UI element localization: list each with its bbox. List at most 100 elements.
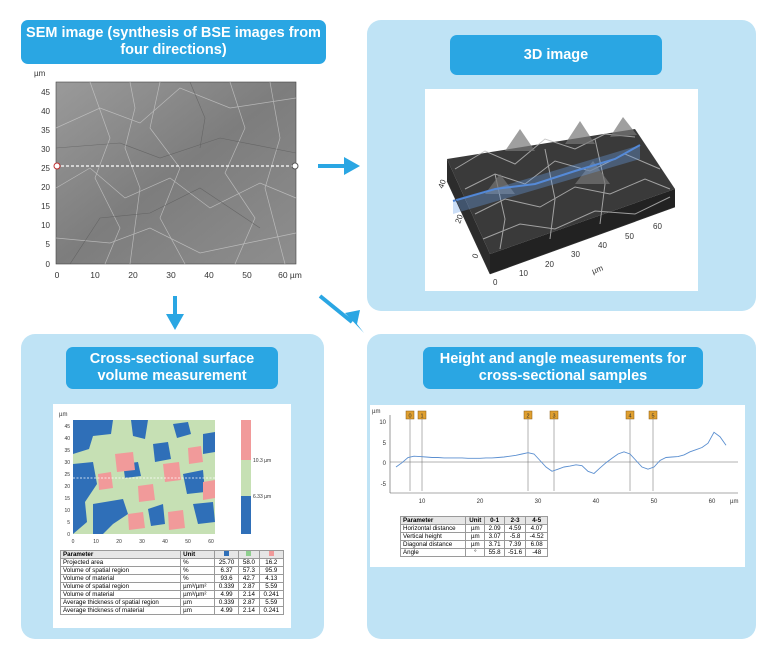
cell: Vertical height bbox=[399, 532, 467, 541]
sem-x-tick: 40 bbox=[204, 270, 214, 280]
height-x-tick: 60 bbox=[709, 499, 716, 505]
volume-th-green bbox=[238, 550, 260, 559]
title-3d: 3D image bbox=[450, 35, 662, 75]
marker-4: 4 bbox=[625, 410, 635, 491]
height-th: Unit bbox=[465, 516, 486, 525]
cell: 95.9 bbox=[258, 566, 285, 575]
cell: 0.339 bbox=[213, 598, 240, 607]
table-row: Projected area% 25.70 58.0 16.2 bbox=[59, 558, 285, 567]
height-chart: µm 10 5 0 -5 10 20 30 40 50 60 µm 0 1 2 … bbox=[372, 409, 738, 505]
marker-2: 2 bbox=[523, 410, 533, 491]
cell: µm bbox=[465, 532, 486, 541]
cell: 16.2 bbox=[258, 558, 285, 567]
axis-3d-tick: 50 bbox=[625, 232, 634, 241]
volume-th-pink bbox=[258, 550, 285, 559]
cell: µm³/µm² bbox=[180, 582, 215, 591]
scale-label-lower: 6.33 µm bbox=[253, 494, 271, 500]
volume-x-tick: 50 bbox=[185, 539, 191, 545]
section-plane-fill bbox=[453, 145, 640, 214]
volume-th-parameter: Parameter bbox=[59, 550, 182, 559]
cell: % bbox=[180, 574, 215, 583]
sem-y-tick: 5 bbox=[46, 240, 51, 249]
volume-frame: µm 45 40 35 bbox=[53, 404, 291, 628]
height-markers: 0 1 2 3 4 5 bbox=[405, 410, 658, 491]
table-row: Diagonal distance µm 3.71 7.39 6.08 bbox=[399, 540, 548, 549]
cell: 6.37 bbox=[213, 566, 240, 575]
cell: µm³/µm² bbox=[180, 590, 215, 599]
cell: µm bbox=[465, 524, 486, 533]
sem-x-tick: 0 bbox=[55, 270, 60, 280]
height-y-tick: 0 bbox=[383, 461, 387, 467]
arrow-to-height-head bbox=[345, 310, 364, 333]
axis-3d-tick: 20 bbox=[545, 260, 554, 269]
scale-bar-pink bbox=[241, 420, 251, 460]
cell: Projected area bbox=[59, 558, 182, 567]
cell: 3.71 bbox=[484, 540, 505, 549]
table-row: Angle ° 55.8 -51.6 -48 bbox=[399, 548, 548, 557]
table-row: Average thickness of material µm 4.99 2.14 0… bbox=[59, 606, 285, 615]
axis-3d-tick: 40 bbox=[436, 178, 448, 190]
height-th: Parameter bbox=[399, 516, 467, 525]
sem-title: SEM image (synthesis of BSE images from … bbox=[21, 20, 326, 64]
cell: 6.08 bbox=[525, 540, 548, 549]
marker-3: 3 bbox=[549, 410, 559, 491]
image-3d: 40 20 0 0 10 20 30 40 50 60 µm bbox=[436, 117, 676, 287]
height-x-tick: 40 bbox=[593, 499, 600, 505]
svg-text:3: 3 bbox=[552, 414, 555, 420]
cell: 2.14 bbox=[238, 606, 260, 615]
cell: 0.339 bbox=[213, 582, 240, 591]
sem-unit: µm bbox=[34, 69, 46, 78]
height-x-ticks: 10 20 30 40 50 60 bbox=[419, 499, 716, 505]
volume-table-header: Parameter Unit bbox=[59, 550, 285, 559]
svg-text:5: 5 bbox=[651, 414, 654, 420]
cell: 2.87 bbox=[238, 582, 260, 591]
height-x-tick: 10 bbox=[419, 499, 426, 505]
sem-section-start bbox=[53, 162, 61, 170]
arrow-to-3d-head bbox=[344, 157, 360, 175]
height-x-tick: 20 bbox=[477, 499, 484, 505]
volume-y-tick: 20 bbox=[64, 484, 70, 490]
sem-dark-lines bbox=[55, 81, 297, 265]
volume-y-tick: 15 bbox=[64, 496, 70, 502]
svg-text:1: 1 bbox=[420, 414, 423, 420]
height-th: 2-3 bbox=[503, 516, 527, 525]
map-blue-regions bbox=[73, 420, 215, 534]
height-title: Height and angle measurements for cross-… bbox=[423, 347, 703, 389]
cell: Volume of material bbox=[59, 590, 182, 599]
axis-3d-tick: 0 bbox=[470, 252, 480, 260]
marker-5: 5 bbox=[648, 410, 658, 491]
sem-y-tick: 15 bbox=[41, 202, 50, 211]
cell: 42.7 bbox=[238, 574, 260, 583]
scale-label-upper: 10.3 µm bbox=[253, 458, 271, 464]
cell: 7.39 bbox=[503, 540, 527, 549]
volume-y-tick: 40 bbox=[64, 436, 70, 442]
height-y-tick: -5 bbox=[381, 482, 387, 488]
volume-y-tick: 5 bbox=[67, 520, 70, 526]
cell: 4.07 bbox=[525, 524, 548, 533]
sem-x-tick: 50 bbox=[242, 270, 252, 280]
cell: 5.59 bbox=[258, 582, 285, 591]
table-row: Volume of material µm³/µm² 4.99 2.14 0.241 bbox=[59, 590, 285, 599]
volume-y-tick: 30 bbox=[64, 460, 70, 466]
axis-3d-unit: µm bbox=[591, 263, 605, 275]
volume-y-tick: 0 bbox=[67, 532, 70, 538]
sem-image-chart: µm 45 40 35 30 25 20 15 10 5 0 0 10 20 3… bbox=[34, 69, 302, 280]
sem-x-tick: 30 bbox=[166, 270, 176, 280]
cell: 25.70 bbox=[213, 558, 240, 567]
height-y-unit: µm bbox=[372, 409, 380, 415]
axis-3d-left bbox=[446, 180, 491, 275]
map-pink-regions bbox=[98, 446, 215, 530]
arrow-to-volume-head bbox=[166, 314, 184, 330]
volume-table: Parameter Unit Projected area% 25.70 58.0 1… bbox=[59, 550, 285, 615]
cell: 4.99 bbox=[213, 590, 240, 599]
cell: Angle bbox=[399, 548, 467, 557]
sem-y-tick: 35 bbox=[41, 126, 50, 135]
cell: µm bbox=[465, 540, 486, 549]
cell: -51.6 bbox=[503, 548, 527, 557]
cell: 5.59 bbox=[258, 598, 285, 607]
height-x-tick: 30 bbox=[535, 499, 542, 505]
axis-3d-tick: 10 bbox=[519, 269, 528, 278]
cell: Volume of spatial region bbox=[59, 582, 182, 591]
volume-x-tick: 30 bbox=[139, 539, 145, 545]
